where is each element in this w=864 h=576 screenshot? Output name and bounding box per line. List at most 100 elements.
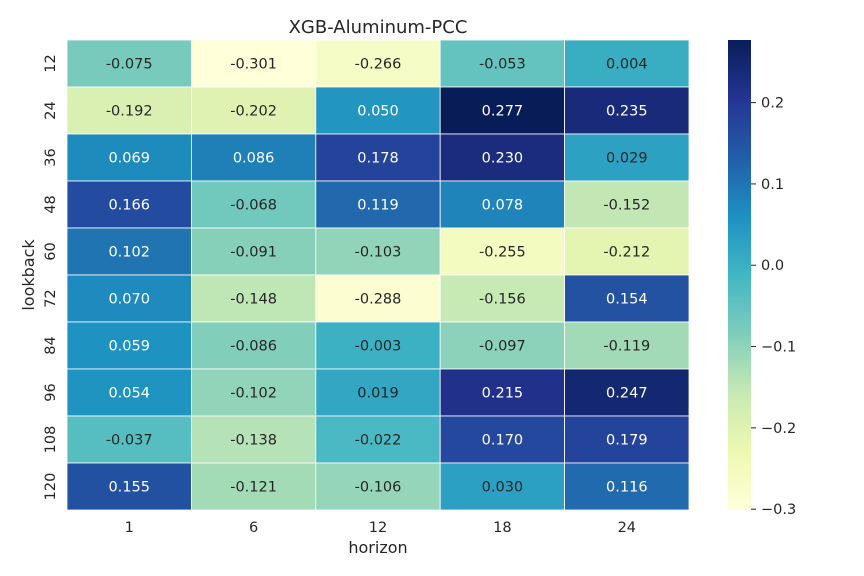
heatmap-cell [66, 462, 192, 511]
y-tick-label: 96 [43, 383, 59, 401]
heatmap-cell [66, 180, 192, 229]
cell-value-label: -0.091 [230, 245, 277, 261]
x-tick-label: 12 [369, 520, 387, 536]
x-tick-labels: 1 6 12 18 24 [125, 520, 636, 536]
cell-value-label: 0.029 [606, 151, 648, 167]
heatmap-cell [66, 227, 192, 276]
y-tick-label: 24 [43, 101, 59, 119]
heatmap-cell [315, 462, 441, 511]
cell-value-label: -0.103 [355, 245, 402, 261]
heatmap-cell [190, 368, 317, 417]
y-tick-labels: 12 24 36 48 60 72 84 96 108 120 [43, 54, 59, 500]
cell-value-label: -0.288 [355, 292, 402, 308]
cell-value-label: -0.121 [230, 480, 277, 496]
chart-title: XGB-Aluminum-PCC [289, 17, 468, 38]
heatmap-cell [190, 462, 317, 511]
y-tick-label: 72 [43, 289, 59, 307]
cell-value-label: -0.068 [230, 198, 277, 214]
heatmap-cell [315, 227, 441, 276]
cell-value-label: -0.301 [230, 57, 277, 73]
cell-value-label: 0.277 [482, 104, 524, 120]
heatmap-cell [564, 368, 690, 417]
cell-value-label: -0.202 [230, 104, 277, 120]
colorbar-tick-label: −0.1 [761, 340, 796, 356]
heatmap-cell [315, 86, 441, 135]
cell-value-label: 0.247 [606, 386, 648, 402]
cell-value-label: -0.138 [230, 433, 277, 449]
cell-value-label: -0.037 [106, 433, 153, 449]
cell-value-label: -0.097 [479, 339, 526, 355]
heatmap-cell [439, 274, 566, 323]
heatmap-cell [66, 39, 192, 88]
cell-value-label: -0.086 [230, 339, 277, 355]
colorbar-tick-label: −0.2 [761, 421, 796, 437]
cell-value-label: 0.078 [482, 198, 524, 214]
cell-value-label: 0.086 [233, 151, 275, 167]
heatmap-cell [315, 274, 441, 323]
heatmap-cell [439, 39, 566, 88]
heatmap-cell [564, 462, 690, 511]
heatmap-cell [564, 39, 690, 88]
heatmap-cell [564, 274, 690, 323]
colorbar-tick-label: −0.3 [761, 502, 796, 518]
heatmap-cell [190, 227, 317, 276]
cell-value-label: 0.070 [108, 292, 150, 308]
x-tick-label: 18 [493, 520, 511, 536]
cell-value-label: 0.155 [108, 480, 150, 496]
cell-value-label: -0.119 [603, 339, 650, 355]
colorbar [728, 40, 751, 510]
heatmap-cell [315, 39, 441, 88]
cell-value-label: 0.215 [482, 386, 524, 402]
x-tick-label: 6 [249, 520, 258, 536]
cell-value-label: 0.050 [357, 104, 399, 120]
heatmap-cell [190, 415, 317, 464]
cell-value-label: 0.119 [357, 198, 399, 214]
cell-value-label: -0.003 [355, 339, 402, 355]
heatmap-cell [564, 227, 690, 276]
x-tick-label: 24 [618, 520, 636, 536]
colorbar-tick-label: 0.0 [761, 258, 784, 274]
cell-value-label: -0.102 [230, 386, 277, 402]
y-tick-label: 108 [43, 426, 59, 454]
cell-value-label: 0.166 [108, 198, 150, 214]
cell-value-label: 0.059 [108, 339, 150, 355]
heatmap-cell [315, 133, 441, 182]
heatmap-cell [315, 368, 441, 417]
cell-value-label: -0.212 [603, 245, 650, 261]
cell-value-label: 0.004 [606, 57, 648, 73]
y-tick-label: 120 [43, 473, 59, 501]
cell-value-label: -0.266 [355, 57, 402, 73]
cell-value-label: -0.192 [106, 104, 153, 120]
cell-value-label: 0.178 [357, 151, 399, 167]
x-tick-label: 1 [125, 520, 134, 536]
colorbar-ticks: 0.2 0.1 0.0 −0.1 −0.2 −0.3 [751, 96, 796, 518]
heatmap-cell [439, 133, 566, 182]
cell-value-label: -0.148 [230, 292, 277, 308]
y-tick-label: 84 [43, 336, 59, 354]
heatmap-cell [315, 415, 441, 464]
heatmap-cell [564, 86, 690, 135]
cell-value-label: 0.069 [108, 151, 150, 167]
colorbar-tick-label: 0.1 [761, 177, 784, 193]
heatmap-cell [190, 133, 317, 182]
cell-value-label: 0.170 [482, 433, 524, 449]
heatmap-cell [564, 133, 690, 182]
cell-value-label: -0.022 [355, 433, 402, 449]
heatmap-cell [190, 180, 317, 229]
cell-value-label: -0.156 [479, 292, 526, 308]
y-tick-label: 36 [43, 148, 59, 166]
cell-value-label: 0.235 [606, 104, 648, 120]
cell-value-label: 0.154 [606, 292, 648, 308]
heatmap-cell [190, 274, 317, 323]
cell-value-label: -0.075 [106, 57, 153, 73]
heatmap-cell [66, 321, 192, 370]
cell-value-label: 0.054 [108, 386, 150, 402]
heatmap-cell [564, 321, 690, 370]
heatmap-cells: -0.075 -0.301 -0.266 -0.053 0.004 -0.192 -0.20… [66, 39, 690, 511]
cell-value-label: -0.106 [355, 480, 402, 496]
colorbar-tick-label: 0.2 [761, 96, 784, 112]
cell-value-label: -0.053 [479, 57, 526, 73]
heatmap-cell [66, 86, 192, 135]
x-axis-label: horizon [348, 538, 407, 557]
